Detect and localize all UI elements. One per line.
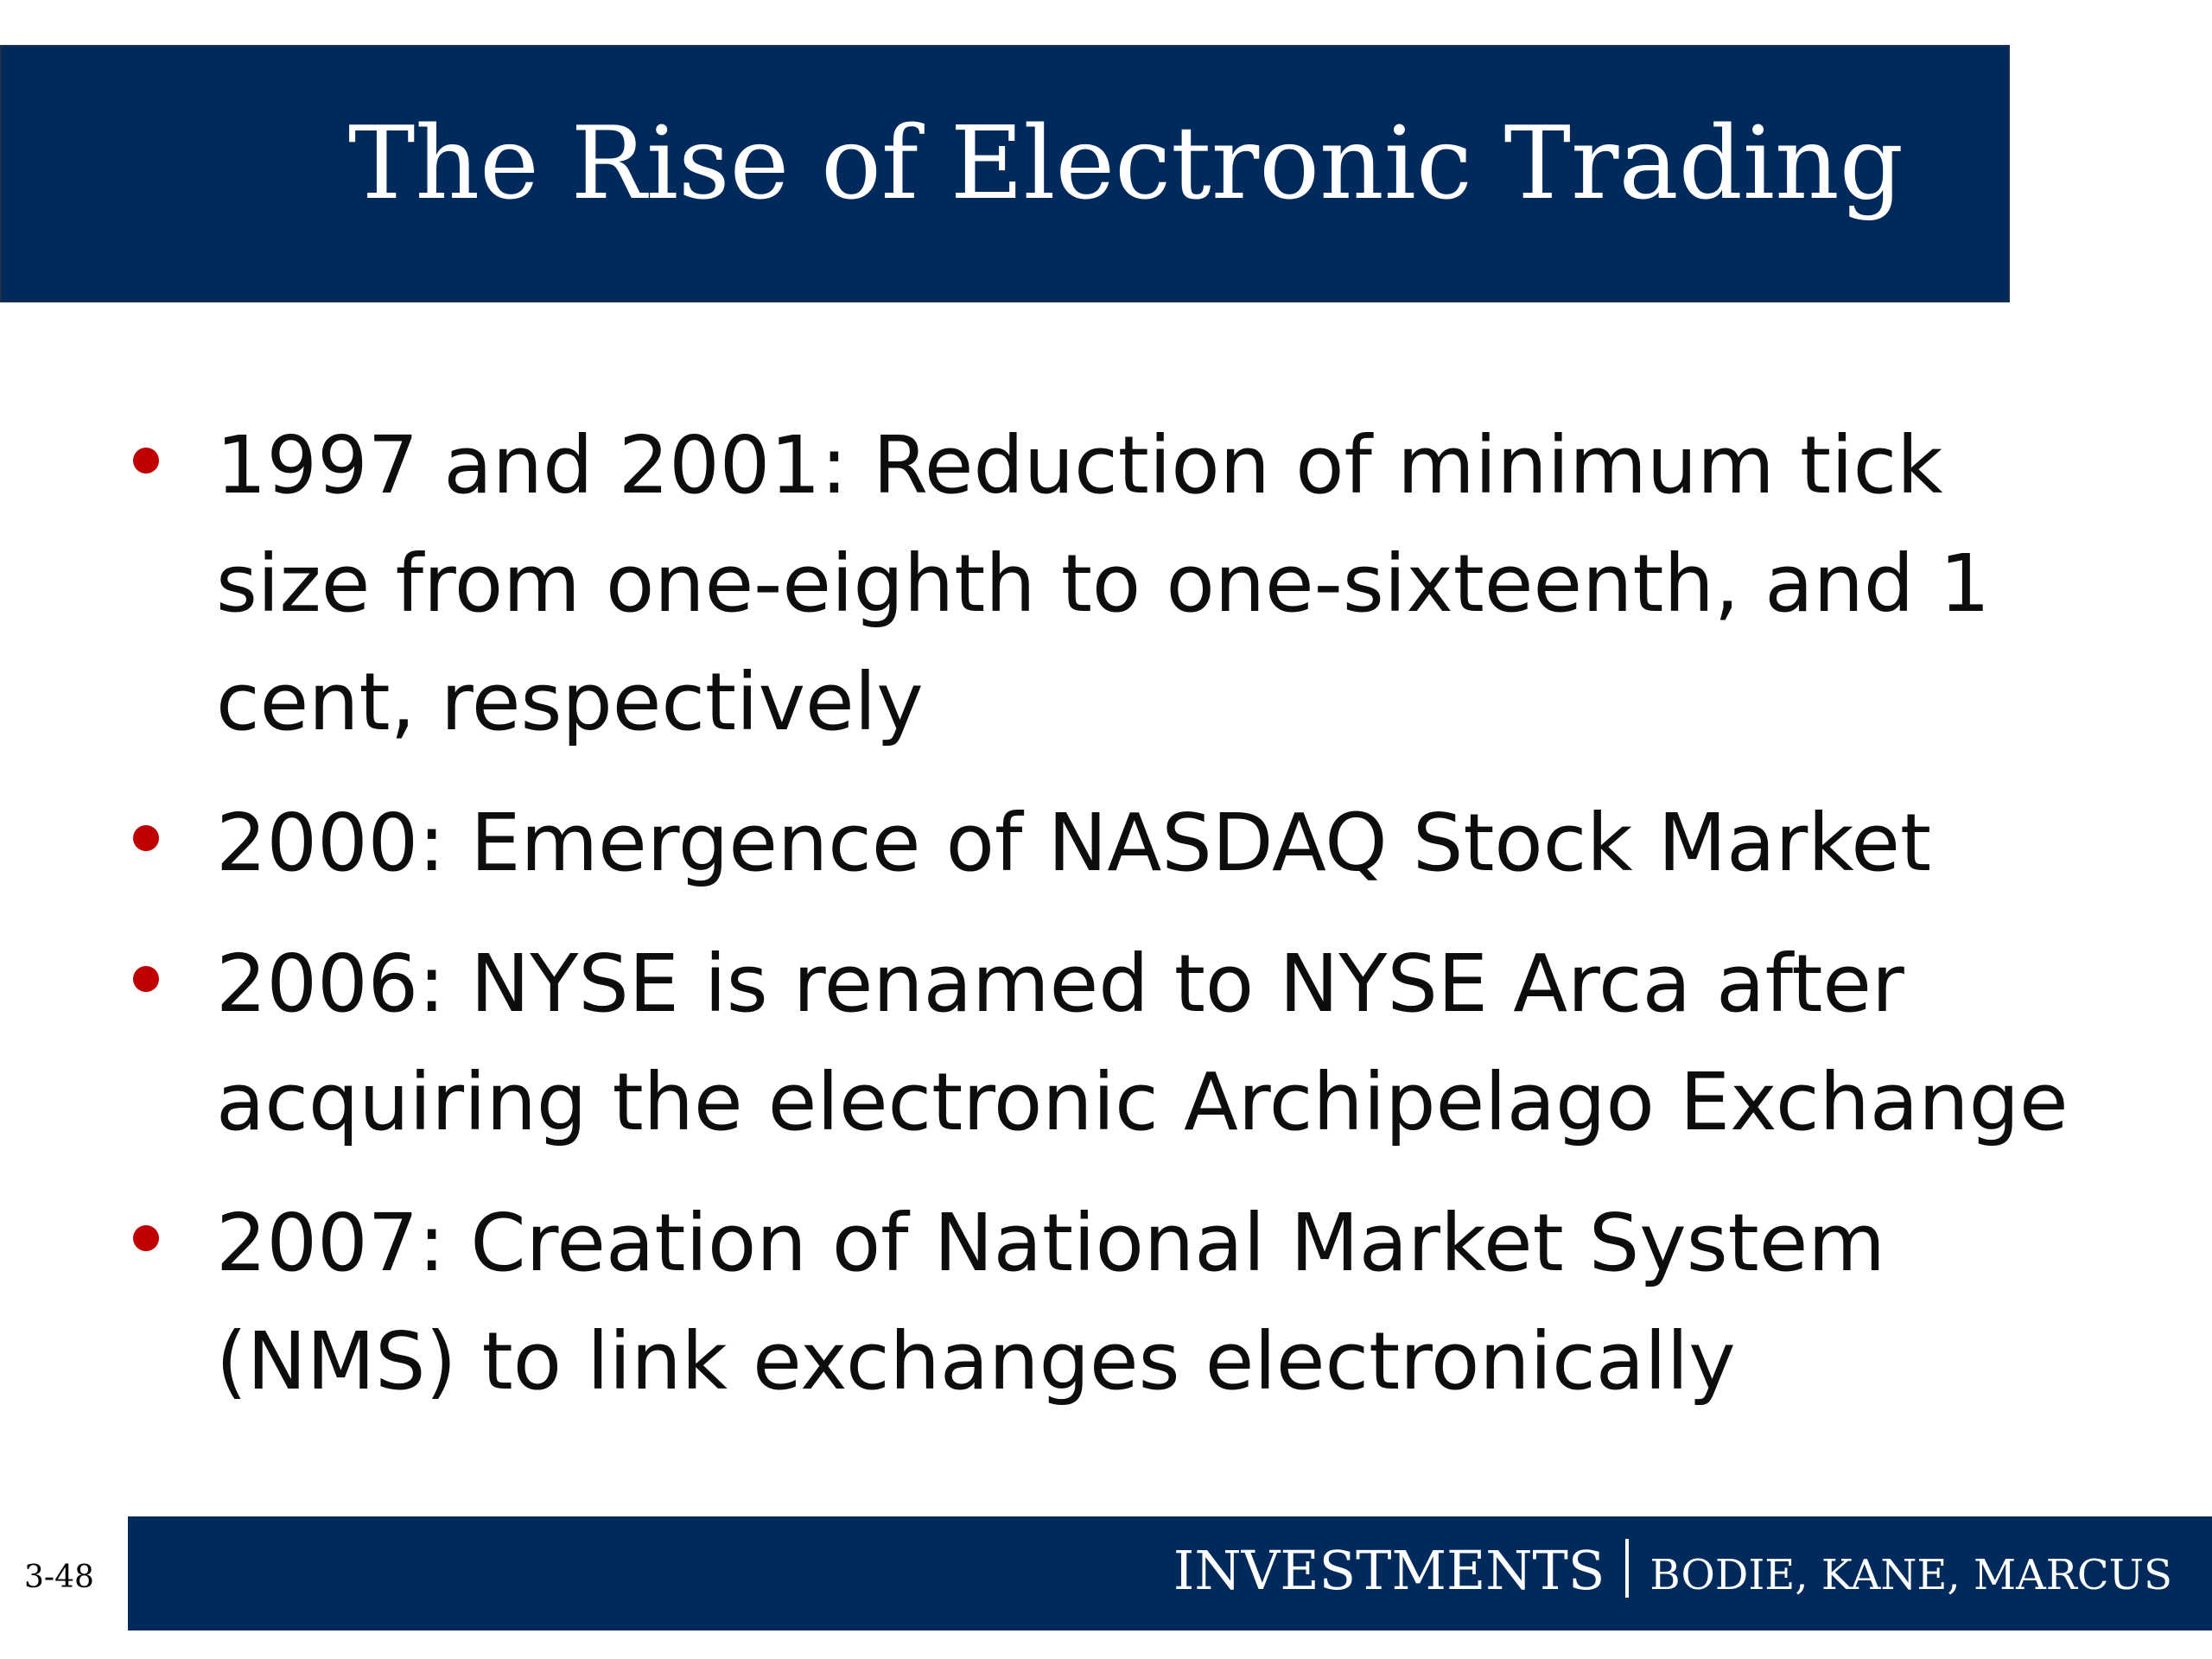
page-number: 3-48 xyxy=(24,1560,94,1595)
footer-credit: INVESTMENTS BODIE, KANE, MARCUS xyxy=(1173,1539,2172,1602)
bullet-text: 2006: NYSE is renamed to NYSE Arca after… xyxy=(216,938,2069,1148)
title-banner xyxy=(0,45,2010,302)
bullet-dot-icon xyxy=(133,448,159,474)
bullet-item: 2006: NYSE is renamed to NYSE Arca after… xyxy=(130,925,2108,1161)
bullet-item: 1997 and 2001: Reduction of minimum tick… xyxy=(130,406,2108,761)
bullet-list: 1997 and 2001: Reduction of minimum tick… xyxy=(130,406,2108,1443)
footer-banner: INVESTMENTS BODIE, KANE, MARCUS xyxy=(128,1516,2212,1630)
bullet-item: 2000: Emergence of NASDAQ Stock Market xyxy=(130,784,2108,902)
bullet-item: 2007: Creation of National Market System… xyxy=(130,1184,2108,1421)
footer-brand: INVESTMENTS xyxy=(1173,1539,1605,1602)
footer-separator xyxy=(1625,1539,1630,1598)
bullet-text: 2000: Emergence of NASDAQ Stock Market xyxy=(216,797,1932,889)
bullet-dot-icon xyxy=(133,1225,159,1251)
bullet-dot-icon xyxy=(133,966,159,992)
footer-authors: BODIE, KANE, MARCUS xyxy=(1649,1551,2172,1599)
bullet-text: 2007: Creation of National Market System… xyxy=(216,1197,1885,1408)
bullet-text: 1997 and 2001: Reduction of minimum tick… xyxy=(216,419,1991,748)
slide-title: The Rise of Electronic Trading xyxy=(348,105,1904,222)
bullet-dot-icon xyxy=(133,825,159,851)
